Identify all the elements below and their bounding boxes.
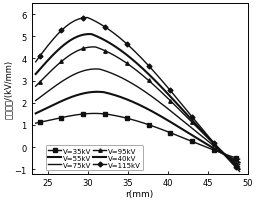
Y-axis label: 电场强度/(kV/mm): 电场强度/(kV/mm)	[4, 60, 13, 118]
X-axis label: r(mm): r(mm)	[125, 189, 154, 198]
Legend: V=35kV, V=55kV, V=75kV, V=95kV, V=40kV, V=115kV: V=35kV, V=55kV, V=75kV, V=95kV, V=40kV, …	[46, 145, 143, 170]
